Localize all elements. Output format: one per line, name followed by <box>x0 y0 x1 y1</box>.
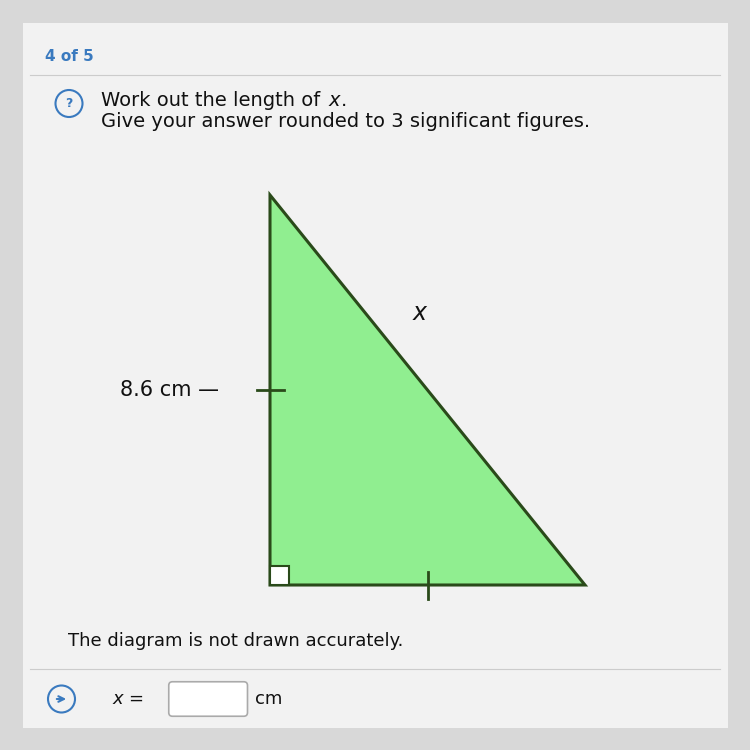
Text: $x$: $x$ <box>413 302 429 326</box>
Text: 8.6 cm —: 8.6 cm — <box>120 380 219 400</box>
Text: The diagram is not drawn accurately.: The diagram is not drawn accurately. <box>68 632 403 650</box>
Text: Give your answer rounded to 3 significant figures.: Give your answer rounded to 3 significan… <box>101 112 590 131</box>
Text: $x$ =: $x$ = <box>112 690 145 708</box>
Text: Work out the length of: Work out the length of <box>101 91 327 110</box>
Text: $x$.: $x$. <box>328 91 346 110</box>
Polygon shape <box>270 566 289 585</box>
Text: 4 of 5: 4 of 5 <box>45 49 94 64</box>
Polygon shape <box>270 195 585 585</box>
Text: cm: cm <box>255 690 282 708</box>
FancyBboxPatch shape <box>169 682 248 716</box>
FancyBboxPatch shape <box>22 22 728 728</box>
Text: ?: ? <box>65 97 73 110</box>
